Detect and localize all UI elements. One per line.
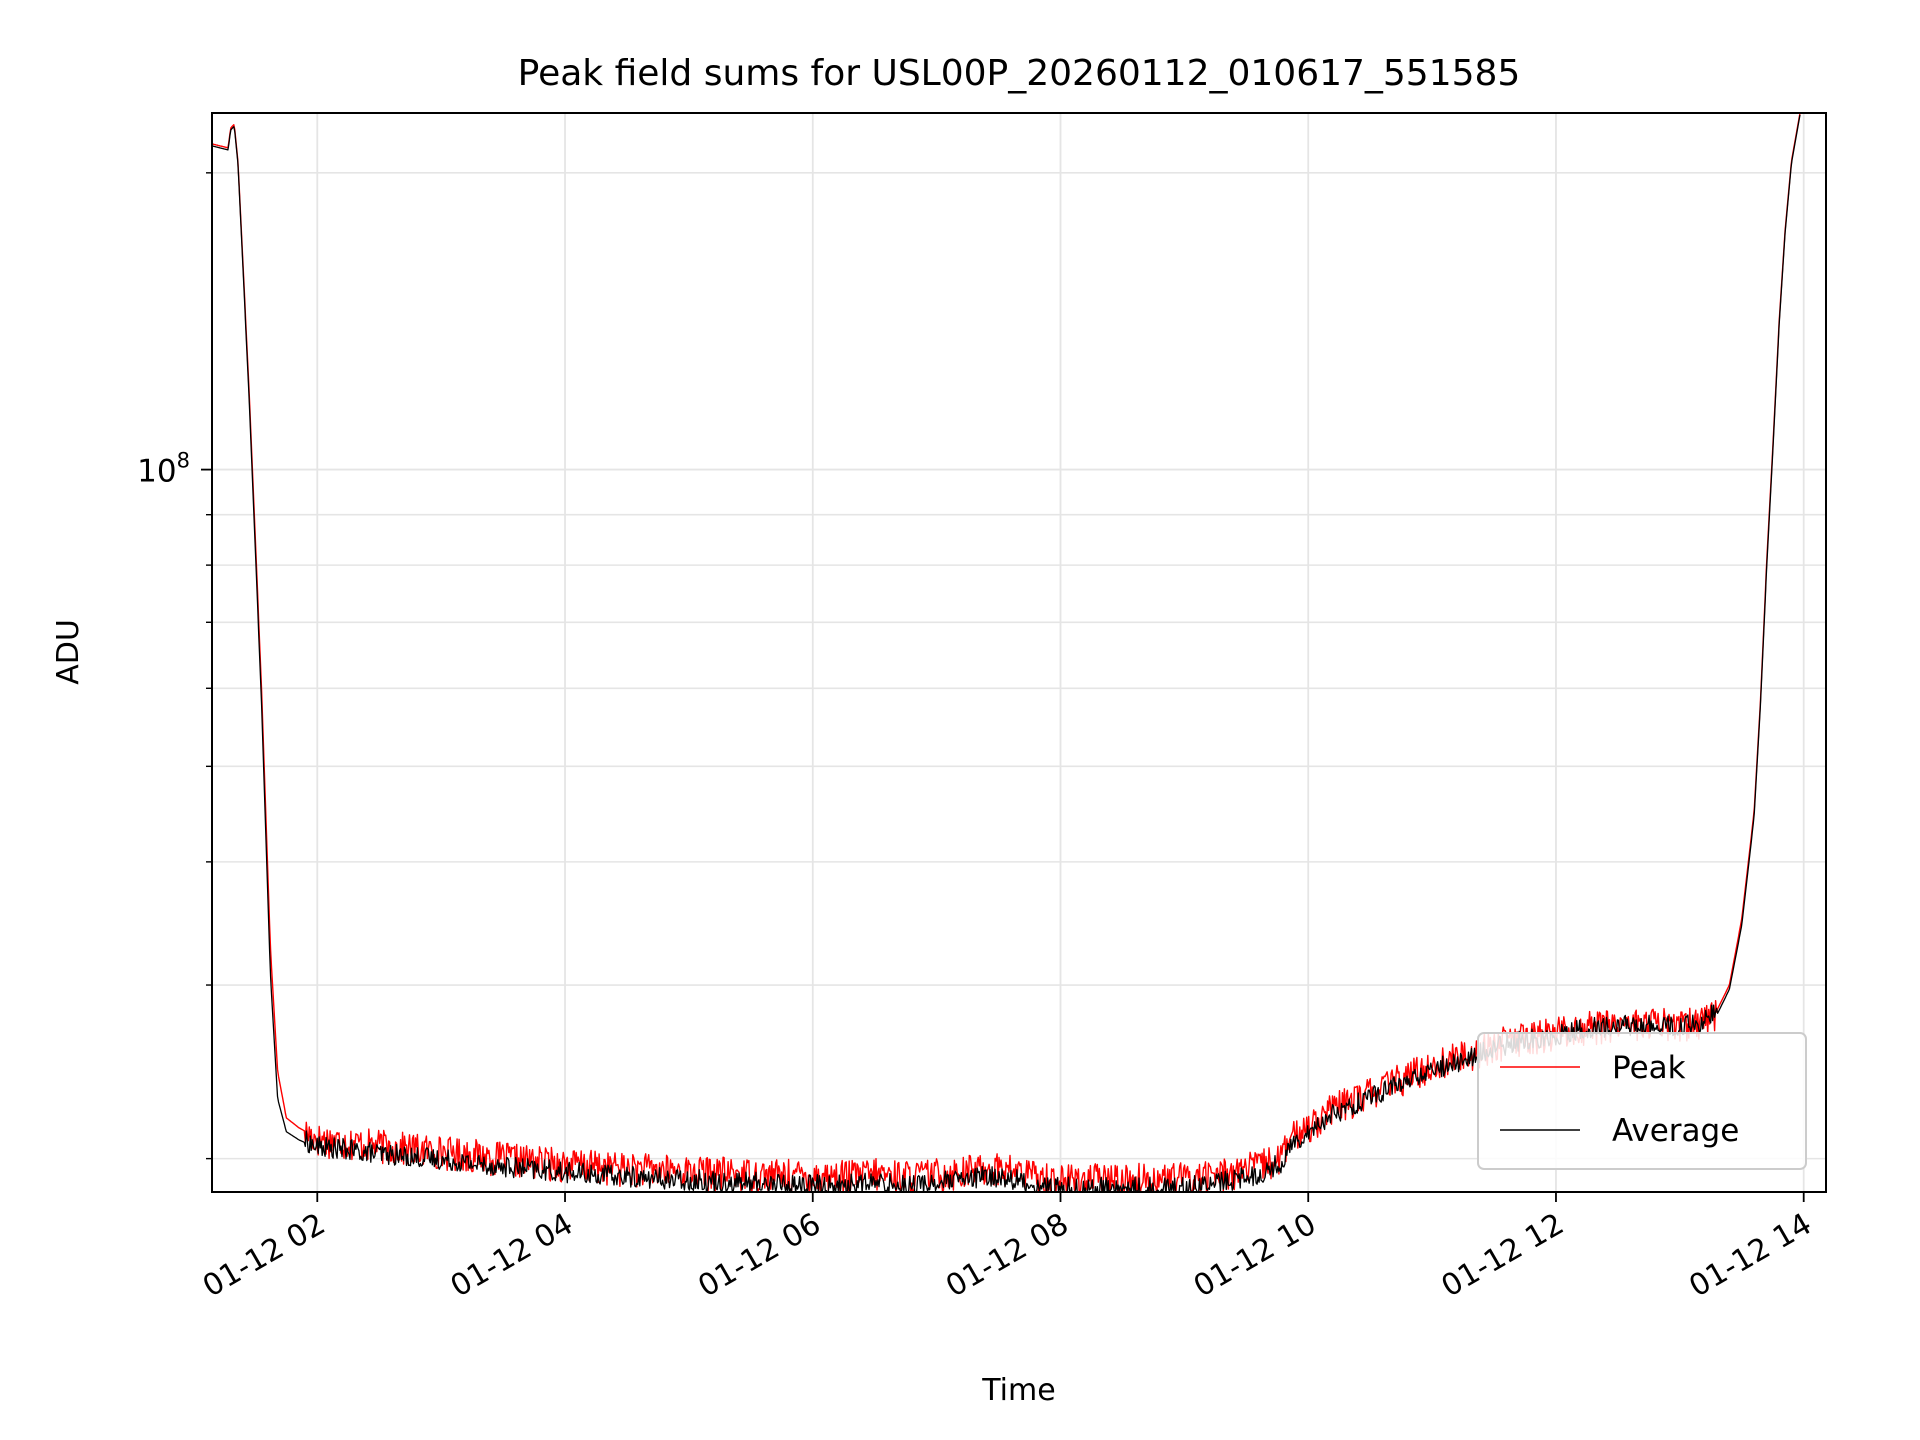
x-axis-label: Time bbox=[981, 1373, 1055, 1408]
plot-frame bbox=[211, 112, 1827, 1193]
y-tick-label: 108 bbox=[137, 449, 190, 490]
y-axis: 108 bbox=[137, 172, 212, 1160]
legend-label-peak: Peak bbox=[1612, 1050, 1686, 1086]
legend-label-average: Average bbox=[1612, 1113, 1739, 1149]
y-axis-label: ADU bbox=[51, 619, 86, 685]
legend: Peak Average bbox=[1477, 1032, 1807, 1170]
chart-title: Peak field sums for USL00P_20260112_0106… bbox=[518, 53, 1521, 94]
